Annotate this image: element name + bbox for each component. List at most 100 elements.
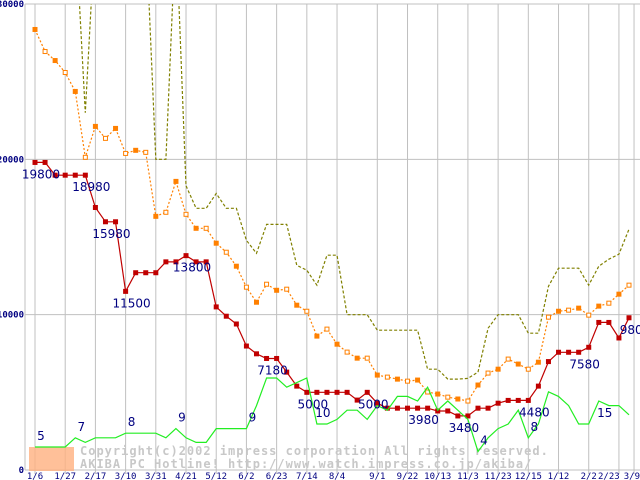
lowest-price-point <box>364 389 370 395</box>
average-price-point <box>626 282 632 288</box>
average-price-point <box>72 88 78 94</box>
average-price-point <box>274 287 280 293</box>
lowest-price-point <box>233 321 239 327</box>
lowest-price-point <box>475 405 481 411</box>
lowest-price-point <box>284 369 290 375</box>
lowest-price-point <box>253 351 259 357</box>
x-tick-label: 7/14 <box>296 472 318 480</box>
average-price-point <box>606 300 612 306</box>
lowest-price-point <box>394 405 400 411</box>
series-lowest-price <box>32 159 632 419</box>
lowest-price-point <box>545 359 551 365</box>
average-price-point <box>52 58 58 64</box>
average-price-point <box>82 154 88 160</box>
average-price-point <box>294 302 300 308</box>
series-average-price <box>32 26 632 404</box>
average-price-point <box>495 366 501 372</box>
average-price-point <box>415 377 421 383</box>
data-label: 8 <box>531 420 539 434</box>
average-price-point <box>223 249 229 255</box>
average-price-point <box>253 299 259 305</box>
lowest-price-point <box>203 259 209 265</box>
average-price-point <box>566 307 572 313</box>
average-price-point <box>364 355 370 361</box>
average-price-point <box>183 211 189 217</box>
data-label: 11500 <box>113 296 151 310</box>
average-price-point <box>324 326 330 332</box>
lowest-price-point <box>102 219 108 225</box>
average-price-point <box>153 213 159 219</box>
y-axis: 0 10000 20000 30000 <box>0 0 24 476</box>
data-label: 7580 <box>569 357 600 371</box>
lowest-price-point <box>566 349 572 355</box>
lowest-price-point <box>32 159 38 165</box>
lowest-price-point <box>153 270 159 276</box>
average-price-point <box>505 356 511 362</box>
lowest-price-point <box>92 204 98 210</box>
lowest-price-point <box>405 405 411 411</box>
lowest-price-point <box>163 259 169 265</box>
shop-count-line <box>35 377 630 453</box>
average-price-point <box>455 396 461 402</box>
lowest-price-point <box>72 172 78 178</box>
x-tick-label: 4/21 <box>175 472 197 480</box>
x-tick-label: 2/17 <box>85 472 107 480</box>
highest-price-line <box>78 4 630 380</box>
lowest-price-point <box>223 313 229 319</box>
average-price-point <box>576 305 582 311</box>
data-label: 4 <box>480 434 488 448</box>
lowest-price-point <box>556 349 562 355</box>
average-price-point <box>465 398 471 404</box>
average-price-point <box>264 281 270 287</box>
lowest-price-point <box>525 397 531 403</box>
lowest-price-point <box>596 319 602 325</box>
lowest-price-point <box>243 343 249 349</box>
average-price-point <box>545 314 551 320</box>
watermark: Copyright(c)2002 impress corporation All… <box>29 444 548 471</box>
lowest-price-point <box>173 259 179 265</box>
data-label: 7180 <box>257 363 288 377</box>
y-tick-label: 0 <box>19 466 24 476</box>
data-label: 8 <box>128 415 136 429</box>
lowest-price-point <box>294 383 300 389</box>
x-tick-label: 1/12 <box>548 472 570 480</box>
lowest-price-point <box>515 397 521 403</box>
average-price-point <box>203 225 209 231</box>
x-tick-label: 11/23 <box>485 472 512 480</box>
x-tick-label: 5/12 <box>205 472 227 480</box>
data-label: 9 <box>249 411 257 425</box>
lowest-price-point <box>264 355 270 361</box>
lowest-price-point <box>455 413 461 419</box>
series-highest-price <box>78 4 630 380</box>
average-price-point <box>113 125 119 131</box>
average-price-point <box>42 49 48 55</box>
data-label: 13800 <box>173 261 211 275</box>
lowest-price-point <box>354 397 360 403</box>
x-tick-label: 3/10 <box>115 472 137 480</box>
akiba-logo <box>29 447 74 471</box>
average-price-point <box>284 286 290 292</box>
lowest-price-point <box>465 413 471 419</box>
lowest-price-point <box>304 389 310 395</box>
average-price-point <box>586 312 592 318</box>
data-label: 4480 <box>519 405 550 419</box>
lowest-price-point <box>505 397 511 403</box>
average-price-point <box>475 382 481 388</box>
x-tick-label: 2/2 <box>581 472 597 480</box>
average-price-point <box>344 349 350 355</box>
x-tick-label: 1/6 <box>27 472 43 480</box>
series-shop-count <box>35 377 630 453</box>
average-price-point <box>535 359 541 365</box>
data-labels: 19800 18980 15980 11500 13800 7180 5000 5000 398… <box>22 167 640 447</box>
average-price-point <box>525 366 531 372</box>
lowest-price-point <box>324 389 330 395</box>
data-label: 9 <box>178 411 186 425</box>
x-tick-label: 12/15 <box>515 472 542 480</box>
x-tick-label: 8/4 <box>329 472 345 480</box>
average-price-point <box>213 240 219 246</box>
lowest-price-point <box>62 172 68 178</box>
lowest-price-point <box>113 219 119 225</box>
lowest-price-point <box>314 389 320 395</box>
lowest-price-point <box>213 304 219 310</box>
average-price-point <box>334 341 340 347</box>
